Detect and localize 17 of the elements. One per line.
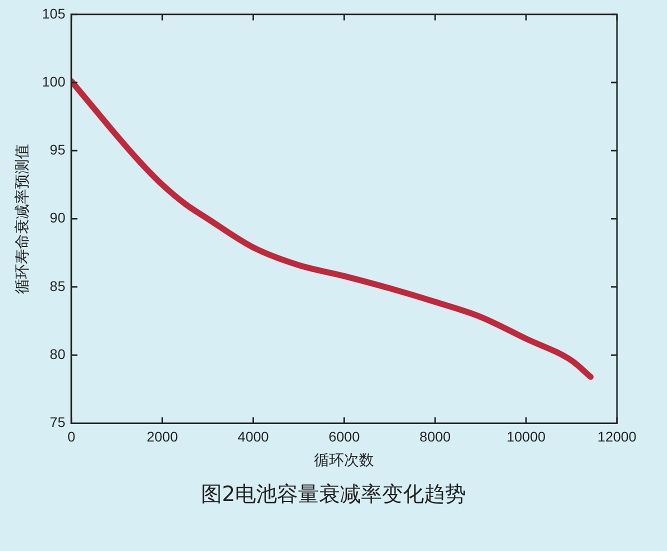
x-tick-label: 0 [67,428,76,444]
y-tick-label: 105 [42,5,66,22]
y-tick-label: 85 [50,278,66,294]
y-axis-title: 循环寿命衰减率预测值 [14,144,32,294]
x-tick-label: 2000 [146,428,178,444]
y-tick-label: 80 [50,346,66,362]
y-tick-label: 75 [50,414,66,430]
x-axis-title: 循环次数 [314,452,374,470]
y-tick-label: 95 [50,142,66,158]
x-tick-label: 4000 [238,428,270,444]
text: 图2电池容量衰减率变化趋势 [200,481,468,508]
y-tick-label: 90 [50,210,66,226]
x-tick-label: 6000 [328,428,360,444]
y-tick-label: 100 [42,73,66,90]
x-tick-label: 10000 [506,428,546,444]
x-tick-label: 12000 [598,428,637,444]
x-tick-label: 8000 [420,428,451,444]
